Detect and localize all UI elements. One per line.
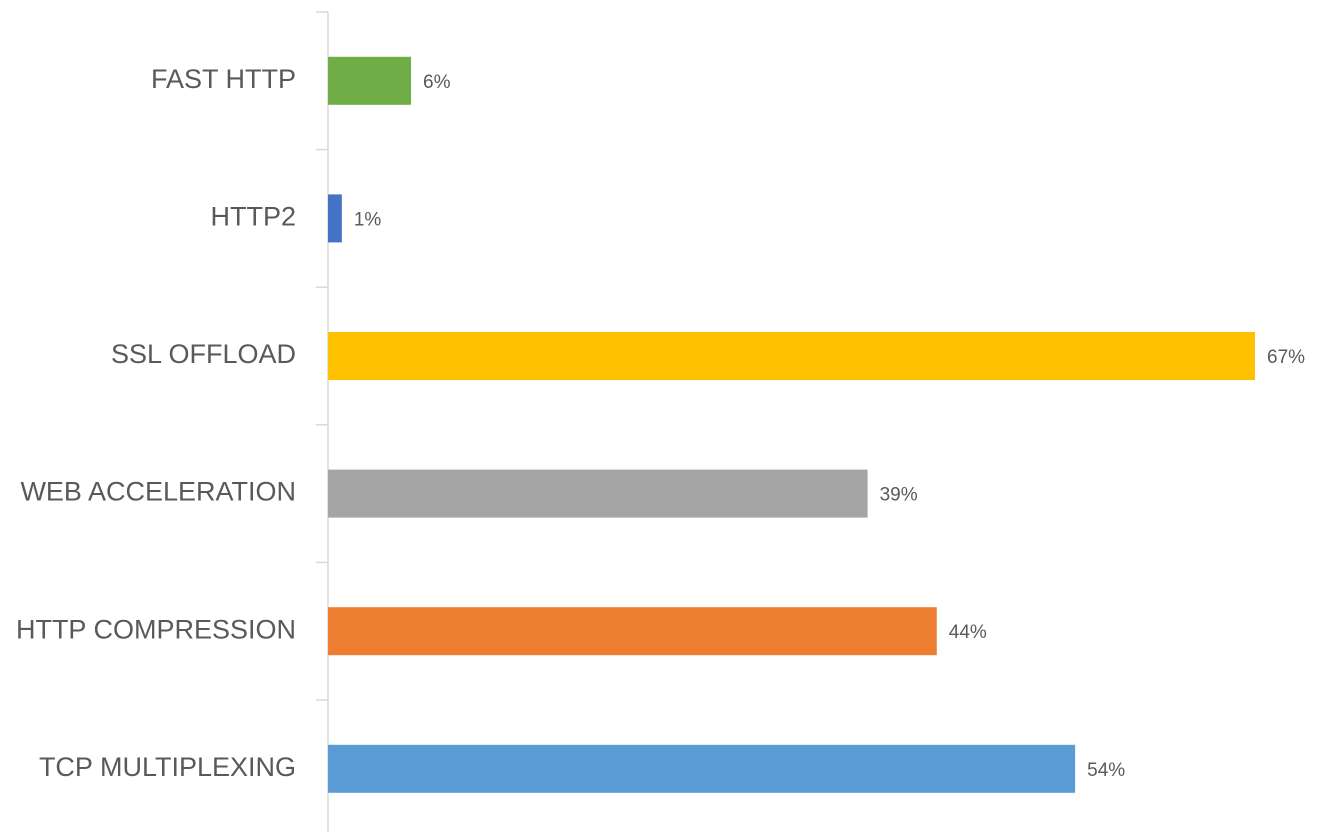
category-label: HTTP2 [210, 202, 296, 232]
data-label: 44% [949, 622, 987, 643]
category-label: HTTP COMPRESSION [16, 614, 296, 644]
bar [328, 56, 412, 105]
category-label: FAST HTTP [151, 64, 296, 94]
category-label: SSL OFFLOAD [111, 339, 296, 369]
bar [328, 744, 1076, 793]
data-label: 54% [1087, 760, 1125, 781]
bar [328, 194, 342, 243]
category-label: TCP MULTIPLEXING [39, 752, 296, 782]
data-label: 6% [423, 72, 451, 93]
data-label: 1% [354, 209, 382, 230]
data-label: 67% [1267, 347, 1305, 368]
bar [328, 332, 1255, 380]
bar [328, 469, 868, 518]
data-label: 39% [880, 485, 918, 506]
category-label: WEB ACCELERATION [20, 477, 296, 507]
bar [328, 607, 937, 656]
